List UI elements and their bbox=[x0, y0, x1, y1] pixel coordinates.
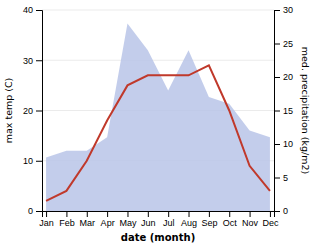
tick: Dec bbox=[262, 211, 279, 228]
tick-label: Apr bbox=[101, 218, 115, 228]
tick: 5 bbox=[274, 173, 288, 183]
tick: 40 bbox=[23, 5, 42, 15]
tick: 10 bbox=[274, 139, 293, 149]
tick-label: Mar bbox=[80, 218, 96, 228]
tick-mark bbox=[127, 211, 128, 217]
tick: May bbox=[119, 211, 137, 228]
tick-mark bbox=[46, 211, 47, 217]
tick: 30 bbox=[23, 56, 42, 66]
tick-mark bbox=[274, 77, 280, 78]
tick-mark bbox=[274, 211, 280, 212]
tick: 30 bbox=[274, 5, 293, 15]
tick-mark bbox=[36, 10, 42, 11]
area bbox=[46, 23, 270, 211]
tick: 20 bbox=[23, 106, 42, 116]
tick-label: Dec bbox=[262, 218, 279, 228]
tick-label: Sep bbox=[201, 218, 217, 228]
tick-mark bbox=[229, 211, 230, 217]
tick-label: 5 bbox=[283, 173, 288, 183]
y-axis-title: max temp (C) bbox=[3, 78, 14, 144]
axis-domain bbox=[36, 11, 43, 212]
tick: 25 bbox=[274, 39, 293, 49]
tick: Aug bbox=[181, 211, 197, 228]
tick-mark bbox=[107, 211, 108, 217]
tick: Mar bbox=[80, 211, 96, 228]
tick-label: Jul bbox=[163, 218, 175, 228]
tick-label: 15 bbox=[283, 106, 293, 116]
tick-label: 10 bbox=[283, 139, 293, 149]
tick-label: 0 bbox=[28, 206, 33, 216]
y2-axis: 0 5 10 15 20 25 30 bbox=[274, 5, 293, 216]
x-axis: Jan Feb Mar Apr May Jun Jul Aug Sep Oct NovDec bbox=[39, 211, 279, 228]
tick: 20 bbox=[274, 72, 293, 82]
tick-mark bbox=[36, 211, 42, 212]
tick-mark bbox=[209, 211, 210, 217]
tick-label: Aug bbox=[181, 218, 197, 228]
tick-mark bbox=[189, 211, 190, 217]
tick-mark bbox=[274, 44, 280, 45]
tick-mark bbox=[274, 178, 280, 179]
y-axis: 0 10 20 30 40 bbox=[23, 5, 43, 216]
tick: Apr bbox=[101, 211, 115, 228]
tick: 0 bbox=[28, 206, 42, 216]
tick-mark bbox=[250, 211, 251, 217]
tick-mark bbox=[87, 211, 88, 217]
tick-mark bbox=[274, 111, 280, 112]
tick: 10 bbox=[23, 156, 42, 166]
tick: Feb bbox=[59, 211, 75, 228]
tick-label: May bbox=[119, 218, 137, 228]
grid-line bbox=[42, 10, 274, 11]
tick-label: Feb bbox=[59, 218, 75, 228]
tick-label: 0 bbox=[283, 206, 288, 216]
tick-mark bbox=[168, 211, 169, 217]
tick: Oct bbox=[223, 211, 238, 228]
tick: Nov bbox=[242, 211, 259, 228]
tick-label: 40 bbox=[23, 5, 33, 15]
tick-label: 10 bbox=[23, 156, 33, 166]
chart-svg: Jan Feb Mar Apr May Jun Jul Aug Sep Oct NovDec 0 10 2… bbox=[0, 0, 318, 247]
tick-label: Nov bbox=[242, 218, 259, 228]
marks bbox=[46, 23, 270, 211]
tick-mark bbox=[148, 211, 149, 217]
grid bbox=[42, 10, 274, 211]
tick-label: Oct bbox=[223, 218, 238, 228]
tick-mark bbox=[270, 211, 271, 217]
tick-mark bbox=[36, 161, 42, 162]
tick-label: Jun bbox=[141, 218, 156, 228]
tick-mark bbox=[274, 144, 280, 145]
tick-mark bbox=[274, 10, 280, 11]
tick: 0 bbox=[274, 206, 288, 216]
chart-container: Jan Feb Mar Apr May Jun Jul Aug Sep Oct NovDec 0 10 2… bbox=[0, 0, 318, 247]
tick: Jun bbox=[141, 211, 156, 228]
tick-label: 25 bbox=[283, 39, 293, 49]
tick-label: 30 bbox=[23, 56, 33, 66]
tick-mark bbox=[36, 60, 42, 61]
tick: Sep bbox=[201, 211, 217, 228]
tick: Jul bbox=[163, 211, 175, 228]
y2-axis-title: med. precipitation (kg/m2) bbox=[300, 47, 311, 174]
line bbox=[46, 65, 270, 201]
grid-line bbox=[42, 60, 274, 61]
tick: 15 bbox=[274, 106, 293, 116]
plot-root: Jan Feb Mar Apr May Jun Jul Aug Sep Oct NovDec 0 10 2… bbox=[3, 5, 311, 243]
tick-label: Jan bbox=[39, 218, 54, 228]
tick-mark bbox=[66, 211, 67, 217]
tick-label: 30 bbox=[283, 5, 293, 15]
tick-label: 20 bbox=[23, 106, 33, 116]
tick-label: 20 bbox=[283, 72, 293, 82]
tick: Jan bbox=[39, 211, 54, 228]
tick-mark bbox=[36, 111, 42, 112]
x-axis-title: date (month) bbox=[121, 232, 195, 243]
axis-domain bbox=[275, 11, 281, 212]
axis-domain bbox=[43, 212, 275, 218]
